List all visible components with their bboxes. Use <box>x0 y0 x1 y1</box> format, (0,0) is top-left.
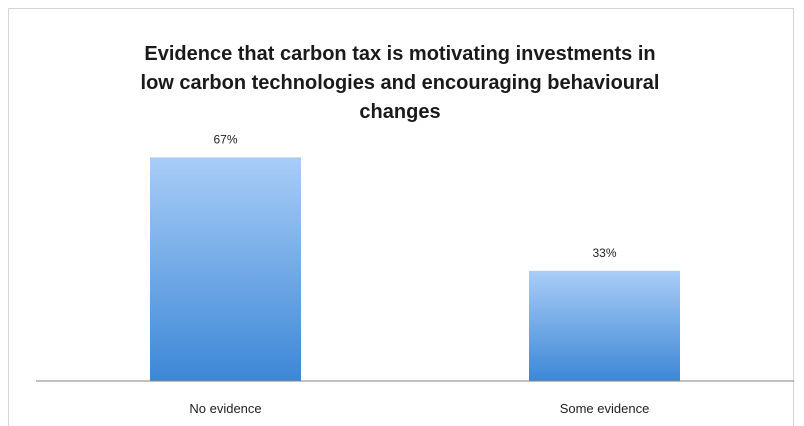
chart-title: Evidence that carbon tax is motivating i… <box>60 40 740 127</box>
bar-some-evidence <box>529 270 680 381</box>
x-tick-label-no-evidence: No evidence <box>189 401 261 416</box>
data-label-no-evidence: 67% <box>213 132 237 146</box>
chart-title-line-2: low carbon technologies and encouraging … <box>140 72 660 94</box>
chart-title-line-1: Evidence that carbon tax is motivating i… <box>144 43 656 65</box>
chart-title-line-3: changes <box>359 101 441 123</box>
data-label-some-evidence: 33% <box>592 246 616 260</box>
x-tick-label-some-evidence: Some evidence <box>560 401 650 416</box>
bar-no-evidence <box>150 157 301 381</box>
